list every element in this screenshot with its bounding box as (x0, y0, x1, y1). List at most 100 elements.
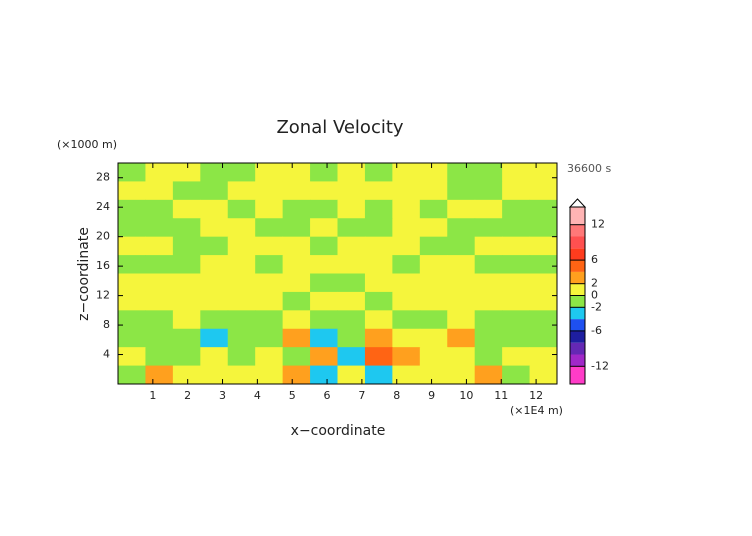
field-cell (310, 347, 338, 367)
colorbar-segment (570, 366, 585, 384)
field-cell (529, 291, 558, 311)
field-cell (419, 181, 448, 201)
field-cell (118, 365, 146, 385)
field-cell (337, 199, 366, 219)
field-cell (200, 218, 229, 238)
x-axis-label: x−coordinate (291, 423, 386, 439)
colorbar-tick-label: 0 (591, 289, 598, 302)
field-cell (282, 291, 311, 311)
field-cell (337, 365, 366, 385)
field-cell (200, 163, 229, 182)
field-cell (310, 365, 338, 385)
field-cell (255, 236, 284, 256)
field-cell (310, 218, 338, 238)
field-cell (227, 218, 256, 238)
plot-frame (117, 162, 558, 385)
field-cell (419, 273, 448, 293)
field-cell (282, 347, 311, 367)
field-cell (200, 365, 229, 385)
field-cell (392, 291, 421, 311)
field-cell (227, 199, 256, 219)
colorbar-segment (570, 260, 585, 272)
field-cell (118, 291, 146, 311)
field-cell (200, 236, 229, 256)
field-cell (255, 199, 284, 219)
field-cell (310, 236, 338, 256)
field-cell (392, 218, 421, 238)
field-cell (392, 347, 421, 367)
x-tick-label: 12 (529, 389, 543, 402)
field-cell (337, 273, 366, 293)
field-cell (419, 310, 448, 330)
field-cell (255, 255, 284, 274)
field-cell (118, 328, 146, 348)
x-unit: (×1E4 m) (510, 404, 563, 417)
field-cell (502, 310, 531, 330)
field-cell (118, 181, 146, 201)
field-cell (529, 273, 558, 293)
colorbar-segment (570, 224, 585, 237)
field-cell (447, 291, 476, 311)
x-tick-label: 11 (494, 389, 508, 402)
field-cell (419, 291, 448, 311)
field-cell (282, 365, 311, 385)
field-cell (392, 199, 421, 219)
colorbar-segment (570, 295, 585, 308)
field-cell (145, 365, 174, 385)
x-tick-label: 7 (358, 389, 365, 402)
field-cell (172, 291, 201, 311)
field-cell (310, 291, 338, 311)
field-cell (282, 273, 311, 293)
field-cell (282, 181, 311, 201)
field-cell (172, 328, 201, 348)
field-cell (474, 365, 503, 385)
colorbar-tick-label: -12 (591, 359, 609, 372)
field-cell (310, 310, 338, 330)
field-cell (310, 181, 338, 201)
field-cell (364, 218, 393, 238)
field-cell (392, 365, 421, 385)
x-tick-label: 6 (324, 389, 331, 402)
x-tick-label: 1 (149, 389, 156, 402)
colorbar-segment (570, 307, 585, 320)
colorbar-segment (570, 283, 585, 296)
field-cell (474, 163, 503, 182)
field-cell (419, 255, 448, 274)
x-tick-label: 4 (254, 389, 261, 402)
field-cell (364, 365, 393, 385)
field-cell (145, 236, 174, 256)
y-tick-label: 20 (96, 230, 110, 243)
field-cell (502, 199, 531, 219)
field-cell (474, 291, 503, 311)
field-cell (529, 328, 558, 348)
field-cell (502, 291, 531, 311)
chart-title: Zonal Velocity (276, 117, 403, 138)
y-tick-label: 8 (103, 318, 110, 331)
field-cell (364, 328, 393, 348)
y-tick-label: 24 (96, 200, 110, 213)
field-cell (502, 328, 531, 348)
field-cell (474, 236, 503, 256)
field-cell (200, 199, 229, 219)
field-cell (364, 347, 393, 367)
field-cell (419, 347, 448, 367)
colorbar-segment (570, 236, 585, 249)
field-cell (447, 310, 476, 330)
field-cell (145, 273, 174, 293)
field-cell (337, 218, 366, 238)
field-cell (145, 291, 174, 311)
field-cell (502, 236, 531, 256)
y-tick-label: 12 (96, 289, 110, 302)
field-cell (502, 181, 531, 201)
colorbar-segment (570, 319, 585, 331)
field-cell (310, 255, 338, 274)
field-cell (474, 255, 503, 274)
field-cell (447, 163, 476, 182)
field-cell (337, 328, 366, 348)
field-cell (227, 347, 256, 367)
field-cell (419, 236, 448, 256)
field-cell (447, 365, 476, 385)
colorbar-segment (570, 207, 585, 225)
field-cell (337, 255, 366, 274)
